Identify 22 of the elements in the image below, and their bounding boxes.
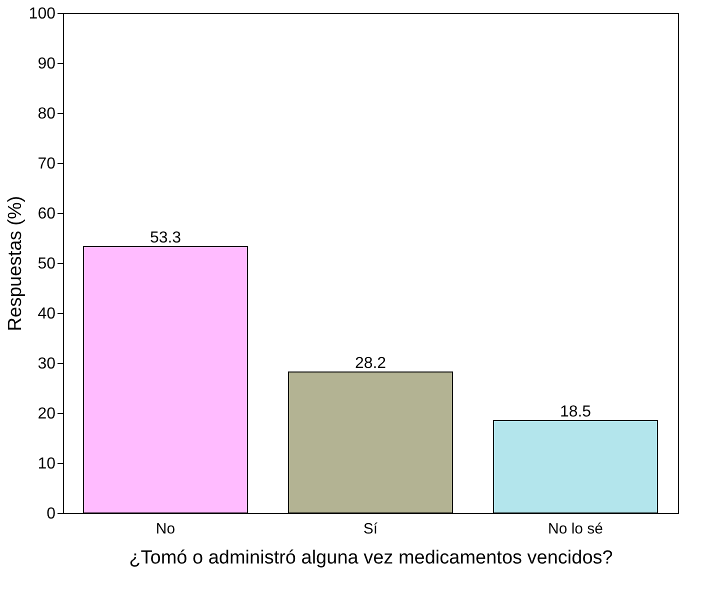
y-tick-label: 50 — [38, 256, 56, 272]
y-axis-title: Respuestas (%) — [4, 196, 26, 332]
x-axis-title: ¿Tomó o administró alguna vez medicamentos vencidos? — [129, 548, 613, 568]
x-tick-label: Sí — [363, 520, 378, 538]
y-tick-label: 70 — [38, 156, 56, 172]
y-tick-label: 100 — [28, 6, 56, 22]
data-label: 18.5 — [560, 404, 592, 420]
data-label: 28.2 — [354, 355, 386, 372]
y-tick-label: 40 — [38, 306, 56, 322]
x-tick-label: No lo sé — [548, 520, 604, 538]
bar — [83, 246, 248, 514]
data-label: 53.3 — [150, 230, 182, 246]
y-tick-label: 30 — [38, 356, 56, 372]
bar — [493, 420, 658, 514]
y-tick-label: 10 — [38, 456, 56, 472]
y-tick-label: 80 — [38, 106, 56, 122]
x-tick-label: No — [156, 520, 176, 538]
y-tick-label: 20 — [38, 406, 56, 422]
y-tick-label: 90 — [38, 56, 56, 72]
y-tick-label: 0 — [46, 506, 56, 522]
y-tick-label: 60 — [38, 206, 56, 222]
bar — [288, 372, 453, 514]
